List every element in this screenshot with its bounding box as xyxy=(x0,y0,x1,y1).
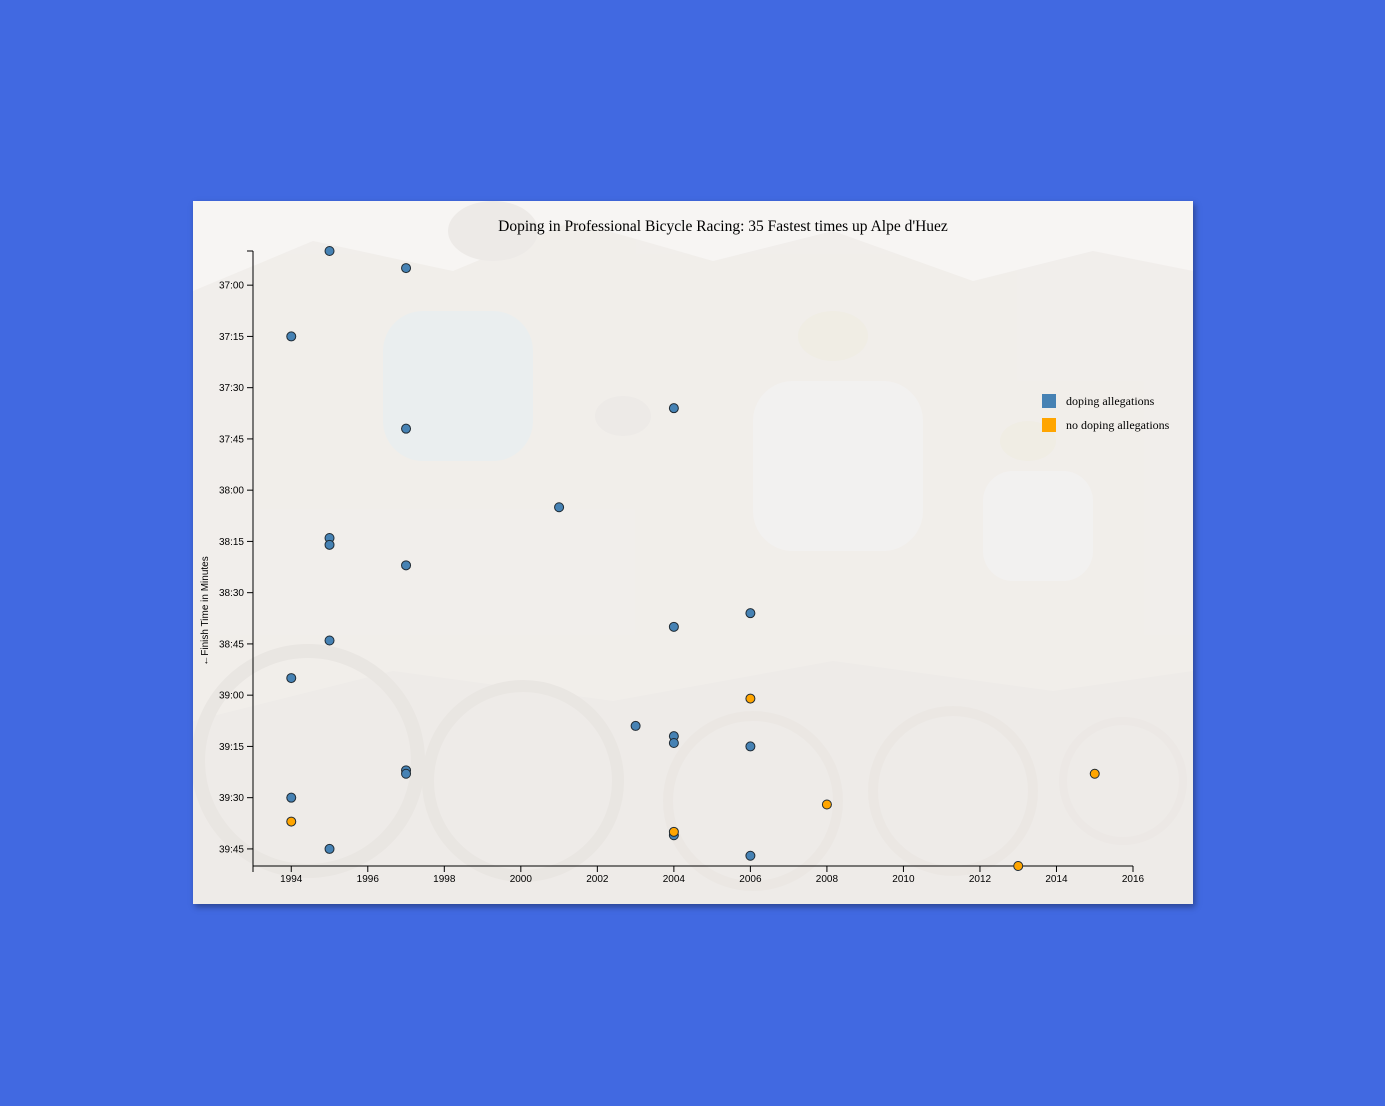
chart-card: Doping in Professional Bicycle Racing: 3… xyxy=(193,201,1193,904)
x-tick-label: 1996 xyxy=(357,874,380,885)
y-tick-label: 37:00 xyxy=(219,281,244,292)
x-axis: 1994 1996 1998 2000 2002 2004 2006 2008 2010 2012… xyxy=(252,865,1145,885)
point-doping[interactable] xyxy=(745,608,756,619)
cyclists-background-image xyxy=(193,201,1193,904)
data-points xyxy=(286,246,1100,871)
y-tick-label: 38:30 xyxy=(219,588,244,599)
legend-swatch xyxy=(1042,394,1056,408)
chart-title: Doping in Professional Bicycle Racing: 3… xyxy=(498,218,948,235)
y-tick-label: 39:30 xyxy=(219,793,244,804)
legend: doping allegations no doping allegations xyxy=(1042,394,1170,432)
point-no-doping[interactable] xyxy=(1089,768,1100,779)
point-doping[interactable] xyxy=(401,423,412,434)
legend-swatch xyxy=(1042,418,1056,432)
point-doping[interactable] xyxy=(668,621,679,632)
y-tick-label: 37:15 xyxy=(219,332,244,343)
point-no-doping[interactable] xyxy=(286,816,297,827)
point-doping[interactable] xyxy=(630,720,641,731)
x-tick-label: 1998 xyxy=(433,874,456,885)
point-doping[interactable] xyxy=(324,539,335,550)
x-tick-label: 2012 xyxy=(969,874,992,885)
y-tick-label: 39:00 xyxy=(219,691,244,702)
x-tick-label: 2004 xyxy=(663,874,686,885)
x-tick-label: 2016 xyxy=(1122,874,1145,885)
y-axis-label: ←Finish Time in Minutes xyxy=(200,556,211,665)
point-doping[interactable] xyxy=(401,560,412,571)
x-tick-label: 1994 xyxy=(280,874,303,885)
point-no-doping[interactable] xyxy=(1013,861,1024,871)
point-doping[interactable] xyxy=(668,403,679,414)
point-doping[interactable] xyxy=(401,768,412,779)
legend-label: no doping allegations xyxy=(1066,418,1170,432)
x-tick-label: 2006 xyxy=(739,874,762,885)
point-no-doping[interactable] xyxy=(821,799,832,810)
x-tick-label: 2014 xyxy=(1045,874,1068,885)
scatter-chart: Doping in Professional Bicycle Racing: 3… xyxy=(193,201,1193,904)
point-doping[interactable] xyxy=(324,635,335,646)
x-tick-label: 2000 xyxy=(510,874,533,885)
point-doping[interactable] xyxy=(668,738,679,748)
y-tick-label: 38:00 xyxy=(219,486,244,497)
point-no-doping[interactable] xyxy=(745,693,756,704)
point-doping[interactable] xyxy=(401,263,412,274)
x-tick-label: 2010 xyxy=(892,874,915,885)
point-doping[interactable] xyxy=(286,331,297,342)
point-doping[interactable] xyxy=(286,792,297,803)
x-tick-label: 2008 xyxy=(816,874,839,885)
point-doping[interactable] xyxy=(324,843,335,854)
legend-label: doping allegations xyxy=(1066,394,1155,408)
y-tick-label: 37:30 xyxy=(219,383,244,394)
point-doping[interactable] xyxy=(554,502,565,513)
y-tick-label: 37:45 xyxy=(219,434,244,445)
y-axis: 37:00 37:15 37:30 37:45 38:00 38:15 38:30 38:45… xyxy=(219,250,254,866)
point-doping[interactable] xyxy=(286,673,297,684)
point-doping[interactable] xyxy=(745,850,756,861)
point-no-doping[interactable] xyxy=(668,826,679,837)
point-doping[interactable] xyxy=(745,741,756,752)
y-tick-label: 39:15 xyxy=(219,742,244,753)
y-tick-label: 39:45 xyxy=(219,844,244,855)
point-doping[interactable] xyxy=(324,246,335,256)
y-tick-label: 38:45 xyxy=(219,639,244,650)
x-tick-label: 2002 xyxy=(586,874,609,885)
y-tick-label: 38:15 xyxy=(219,537,244,548)
